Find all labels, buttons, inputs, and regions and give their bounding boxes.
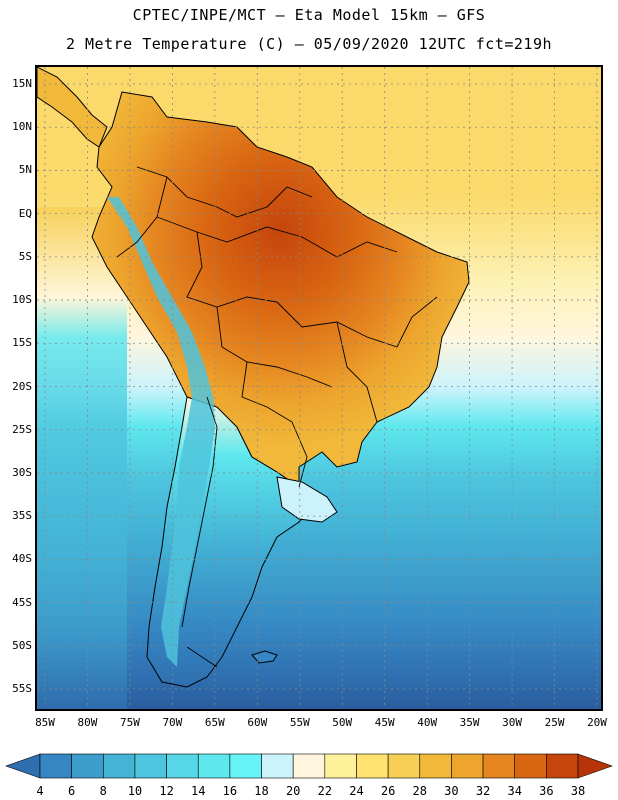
longitude-tick-label: 20W bbox=[587, 716, 607, 729]
colorbar-label: 38 bbox=[570, 784, 586, 798]
colorbar-arrow-left bbox=[5, 753, 41, 779]
colorbar-segment bbox=[134, 753, 167, 779]
temperature-colorbar bbox=[5, 753, 613, 779]
colorbar-segment bbox=[229, 753, 262, 779]
colorbar-segment bbox=[356, 753, 389, 779]
longitude-tick-label: 25W bbox=[544, 716, 565, 729]
graticule bbox=[37, 67, 601, 709]
colorbar-label: 32 bbox=[475, 784, 491, 798]
colorbar-label: 14 bbox=[191, 784, 206, 798]
south-america-land bbox=[91, 91, 470, 488]
colorbar-segment bbox=[419, 753, 452, 779]
colorbar-segment bbox=[387, 753, 421, 779]
latitude-tick-label: 30S bbox=[12, 465, 32, 479]
colorbar-label: 30 bbox=[444, 784, 459, 798]
longitude-tick-label: 35W bbox=[459, 716, 480, 729]
latitude-tick-label: 35S bbox=[12, 509, 32, 523]
chart-title-line-2: 2 Metre Temperature (C) – 05/09/2020 12U… bbox=[65, 35, 553, 53]
longitude-tick-label: 50W bbox=[332, 716, 353, 729]
colorbar-label: 26 bbox=[380, 784, 396, 798]
colorbar-label: 12 bbox=[159, 784, 174, 798]
colorbar-segment bbox=[546, 753, 579, 779]
colorbar-segment bbox=[102, 753, 136, 779]
pacific-field bbox=[37, 207, 127, 709]
longitude-tick-label: 75W bbox=[119, 716, 140, 729]
colorbar-arrow-right bbox=[577, 753, 613, 779]
latitude-tick-label: 20S bbox=[12, 379, 32, 393]
colorbar-label: 24 bbox=[349, 784, 364, 798]
longitude-tick-label: 40W bbox=[417, 716, 438, 729]
latitude-tick-label: 10S bbox=[12, 293, 32, 307]
colorbar-segment bbox=[197, 753, 231, 779]
longitude-tick-label: 85W bbox=[35, 716, 55, 729]
colorbar-segment bbox=[166, 753, 199, 779]
longitude-tick-label: 45W bbox=[374, 716, 395, 729]
colorbar-segment bbox=[482, 753, 516, 779]
central-america-land bbox=[37, 67, 108, 148]
latitude-tick-label: 50S bbox=[12, 638, 32, 652]
longitude-tick-label: 55W bbox=[289, 716, 310, 729]
colorbar-segment bbox=[39, 753, 72, 779]
colorbar-label: 36 bbox=[539, 784, 554, 798]
colorbar-label: 16 bbox=[222, 784, 238, 798]
latitude-tick-label: 5N bbox=[18, 163, 32, 177]
longitude-tick-label: 60W bbox=[247, 716, 268, 729]
longitude-tick-label: 30W bbox=[502, 716, 522, 729]
latitude-tick-label: 5S bbox=[18, 249, 32, 263]
latitude-tick-label: 40S bbox=[12, 552, 32, 566]
colorbar-segment bbox=[451, 753, 484, 779]
latitude-tick-label: EQ bbox=[18, 206, 32, 220]
colorbar-label: 20 bbox=[285, 784, 301, 798]
longitude-tick-label: 80W bbox=[77, 716, 98, 729]
uruguay-cool-area bbox=[276, 476, 338, 523]
colorbar-label: 18 bbox=[254, 784, 269, 798]
latitude-tick-label: 25S bbox=[12, 422, 32, 436]
falkland-islands bbox=[251, 650, 278, 664]
country-borders bbox=[116, 166, 438, 668]
colorbar-label: 6 bbox=[68, 784, 76, 798]
colorbar-label: 22 bbox=[317, 784, 333, 798]
colorbar-label: 8 bbox=[99, 784, 107, 798]
colorbar-label: 4 bbox=[36, 784, 44, 798]
chart-title-line-1: CPTEC/INPE/MCT – Eta Model 15km – GFS bbox=[132, 6, 486, 24]
longitude-tick-label: 70W bbox=[162, 716, 183, 729]
latitude-tick-label: 15N bbox=[12, 77, 32, 90]
colorbar-label: 34 bbox=[507, 784, 522, 798]
longitude-tick-label: 65W bbox=[204, 716, 225, 729]
latitude-tick-label: 45S bbox=[12, 595, 32, 609]
colorbar-label: 28 bbox=[412, 784, 427, 798]
temperature-map bbox=[35, 65, 603, 711]
latitude-tick-label: 55S bbox=[12, 682, 32, 695]
colorbar-segment bbox=[324, 753, 357, 779]
colorbar-segment bbox=[514, 753, 547, 779]
colorbar-segment bbox=[292, 753, 326, 779]
colorbar-segment bbox=[71, 753, 104, 779]
andes-cool-strip bbox=[107, 197, 215, 667]
colorbar-label: 10 bbox=[127, 784, 143, 798]
latitude-tick-label: 15S bbox=[12, 336, 32, 350]
colorbar-segment bbox=[261, 753, 294, 779]
latitude-tick-label: 10N bbox=[12, 120, 32, 134]
